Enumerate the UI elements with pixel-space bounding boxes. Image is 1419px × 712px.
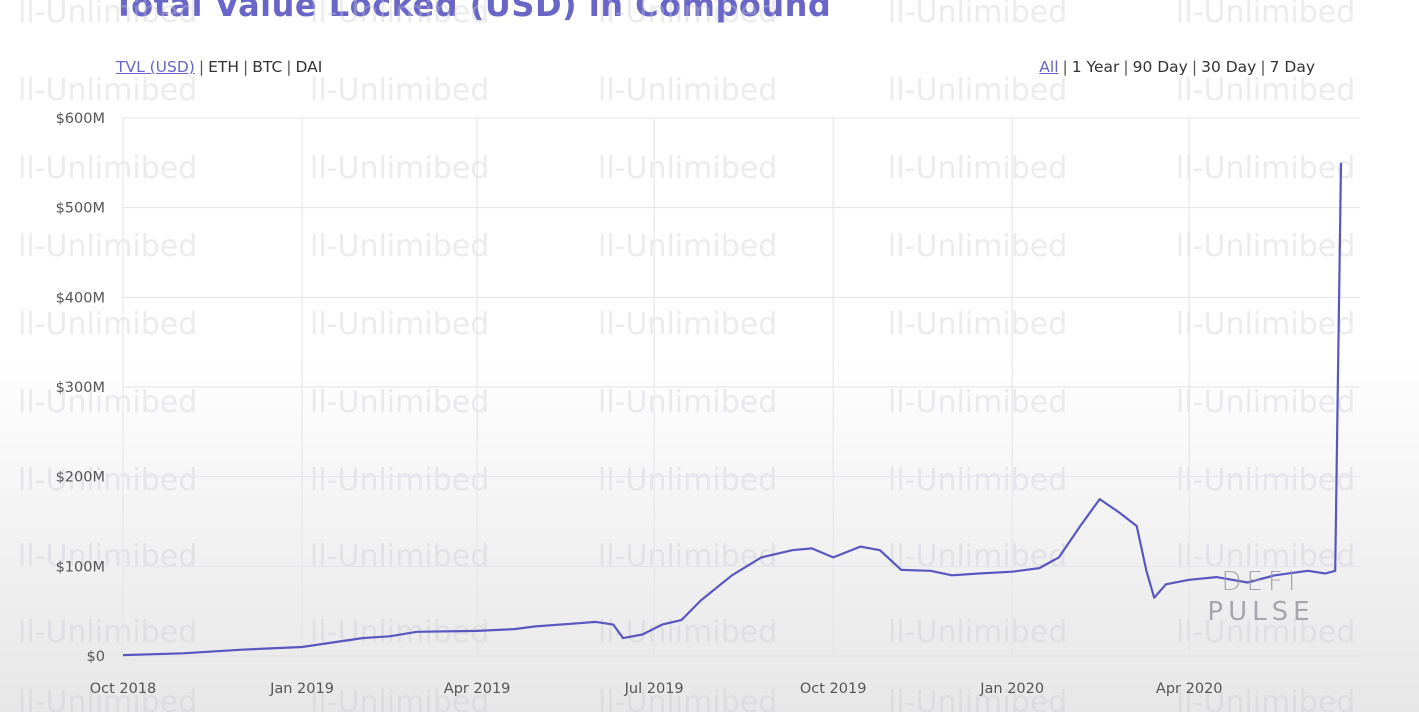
y-tick-label: $300M [56,380,105,396]
watermark-text: ll-Unlimibed [888,463,1067,498]
watermark-text: ll-Unlimibed [598,615,777,650]
range-separator: | [1191,58,1198,76]
watermark-text: ll-Unlimibed [310,385,489,420]
watermark-text: ll-Unlimibed [1176,151,1355,186]
watermark-text: ll-Unlimibed [1176,73,1355,108]
watermark-text: ll-Unlimibed [310,307,489,342]
x-tick-label: Apr 2019 [444,681,511,697]
watermark-text: ll-Unlimibed [888,0,1067,30]
metric-tab-btc[interactable]: BTC [252,58,283,76]
watermark-text: ll-Unlimibed [18,539,197,574]
range-tab-7-day[interactable]: 7 Day [1269,58,1315,76]
watermark-text: ll-Unlimibed [1176,0,1355,30]
x-axis: Oct 2018 Jan 2019 Apr 2019 Jul 2019 Oct 2019… [90,681,1223,697]
watermark-text: ll-Unlimibed [18,685,197,712]
watermark-text: ll-Unlimibed [310,615,489,650]
metric-separator: | [198,58,205,76]
watermark-text: ll-Unlimibed [18,463,197,498]
watermark-text: ll-Unlimibed [888,385,1067,420]
watermark-text: ll-Unlimibed [598,151,777,186]
y-tick-label: $600M [56,111,105,127]
defi-pulse-logo: DEFI PULSE [1198,567,1324,628]
series-line [122,162,1343,657]
watermark-text: ll-Unlimibed [18,307,197,342]
watermark-text: ll-Unlimibed [310,151,489,186]
x-tick-label: Oct 2019 [800,681,867,697]
watermark-text: ll-Unlimibed [310,685,489,712]
metric-separator: | [286,58,292,76]
watermark-text: ll-Unlimibed [18,73,197,108]
watermark-layer: ll-Unlimibed ll-Unlimibed ll-Unlimibed ll-U… [18,0,1355,712]
watermark-text: ll-Unlimibed [888,685,1067,712]
watermark-text: ll-Unlimibed [18,151,197,186]
range-tab-30-day[interactable]: 30 Day [1201,58,1257,76]
range-tab-90-day[interactable]: 90 Day [1132,58,1188,76]
watermark-text: ll-Unlimibed [888,615,1067,650]
watermark-text: ll-Unlimibed [310,463,489,498]
metric-tabs: TVL (USD) | ETH | BTC | DAI [116,58,322,76]
y-tick-label: $500M [56,201,105,217]
watermark-text: ll-Unlimibed [598,463,777,498]
y-axis: $0 $100M $200M $300M $400M $500M $600M [56,111,105,665]
range-tabs: All | 1 Year | 90 Day | 30 Day | 7 Day [1039,58,1315,76]
watermark-text: ll-Unlimibed [18,229,197,264]
range-tab-1-year[interactable]: 1 Year [1071,58,1120,76]
x-tick-label: Apr 2020 [1156,681,1223,697]
metric-tab-dai[interactable]: DAI [295,58,323,76]
watermark-text: ll-Unlimibed [1176,307,1355,342]
watermark-text: ll-Unlimibed [310,73,489,108]
watermark-text: ll-Unlimibed [18,385,197,420]
watermark-text: ll-Unlimibed [598,73,777,108]
watermark-text: ll-Unlimibed [598,0,777,30]
grid-lines [122,117,1360,657]
series-layer [122,162,1343,657]
watermark-text: ll-Unlimibed [1176,615,1355,650]
range-separator: | [1260,58,1266,76]
x-tick-label: Jan 2019 [269,681,334,697]
watermark-text: ll-Unlimibed [888,229,1067,264]
watermark-text: ll-Unlimibed [888,73,1067,108]
watermark-text: ll-Unlimibed [1176,539,1355,574]
watermark-text: ll-Unlimibed [598,539,777,574]
range-separator: | [1062,58,1068,76]
logo-line-1: DEFI [1221,567,1301,597]
metric-separator: | [243,58,249,76]
watermark-text: ll-Unlimibed [310,539,489,574]
watermark-text: ll-Unlimibed [18,615,197,650]
chart-title: Total Value Locked (USD) in Compound [113,0,832,24]
watermark-text: ll-Unlimibed [598,307,777,342]
watermark-text: ll-Unlimibed [888,307,1067,342]
x-tick-label: Jul 2019 [624,681,684,697]
logo-line-2: PULSE [1207,596,1315,627]
watermark-text: ll-Unlimibed [598,229,777,264]
watermark-text: ll-Unlimibed [310,229,489,264]
range-tab-all[interactable]: All [1039,58,1059,76]
range-separator: | [1123,58,1129,76]
y-tick-label: $0 [87,649,105,665]
watermark-text: ll-Unlimibed [1176,229,1355,264]
watermark-text: ll-Unlimibed [1176,463,1355,498]
watermark-text: ll-Unlimibed [1176,385,1355,420]
watermark-text: ll-Unlimibed [598,685,777,712]
metric-tab-tvl-usd[interactable]: TVL (USD) [116,58,195,76]
y-tick-label: $400M [56,290,105,306]
watermark-text: ll-Unlimibed [598,385,777,420]
y-tick-label: $100M [56,559,105,575]
watermark-text: ll-Unlimibed [310,0,489,30]
x-tick-label: Jan 2020 [979,681,1044,697]
watermark-text: ll-Unlimibed [1176,685,1355,712]
metric-tab-eth[interactable]: ETH [208,58,240,76]
x-tick-label: Oct 2018 [90,681,157,697]
watermark-text: ll-Unlimibed [888,151,1067,186]
y-tick-label: $200M [56,470,105,486]
watermark-text: ll-Unlimibed [18,0,197,30]
